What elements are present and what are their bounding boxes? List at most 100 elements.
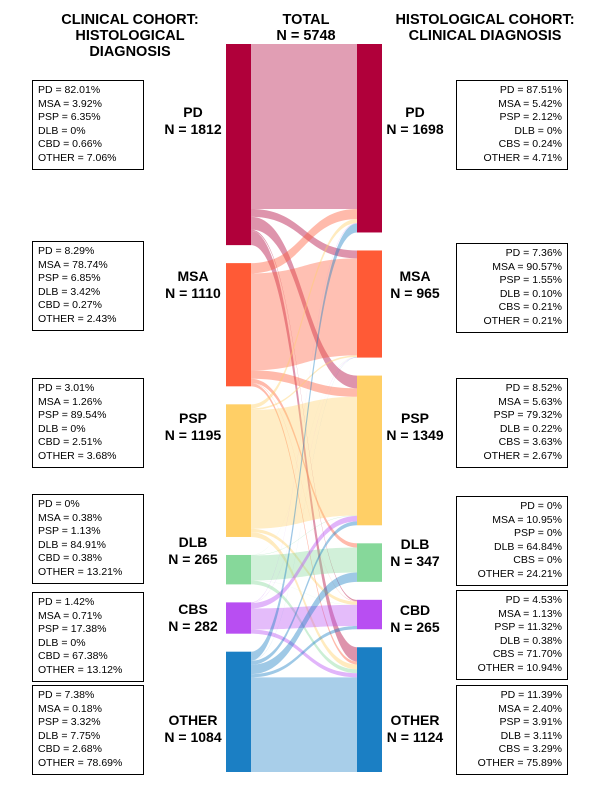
left-node-bar-dlb [226,554,251,585]
total-count: N = 5748 [276,28,336,44]
flow-link-msa-to-psp [251,370,357,397]
box-line: PSP = 79.32% [493,409,562,422]
flow-link-cbs-to-cbd [251,604,357,630]
box-line: MSA = 1.26% [38,395,102,408]
box-line: MSA = 90.57% [492,260,562,273]
right-node-label-pd: PD N = 1698 [370,104,460,138]
box-line: OTHER = 13.21% [38,565,123,578]
box-line: PSP = 3.32% [38,716,101,729]
box-line: MSA = 1.13% [498,607,562,620]
box-line: MSA = 3.92% [38,97,102,110]
box-line: CBS = 3.63% [498,436,562,449]
right-node-bar-other [357,647,382,772]
box-line: OTHER = 2.67% [483,449,563,462]
box-line: MSA = 0.18% [38,702,102,715]
flow-link-dlb-to-dlb [251,547,357,581]
box-line: PSP = 6.85% [38,272,101,285]
box-line: OTHER = 10.94% [477,661,562,674]
right-box-msa: PD = 7.36% MSA = 90.57% PSP = 1.55% DLB … [456,243,568,333]
left-box-msa: PD = 8.29% MSA = 78.74% PSP = 6.85% DLB … [32,241,144,331]
left-node-label-msa: MSA N = 1110 [148,268,238,302]
left-node-bar-psp [226,404,251,537]
right-node-bar-msa [357,250,382,358]
box-line: PSP = 11.32% [494,621,562,634]
box-line: OTHER = 75.89% [477,756,562,769]
flow-link-msa-to-dlb [251,378,357,548]
node-name: PD [405,104,425,120]
flow-link-pd-to-other [251,230,357,662]
node-count: N = 265 [390,619,440,635]
box-line: CBD = 0.38% [38,552,102,565]
box-line: CBD = 0.66% [38,138,102,151]
left-box-other: PD = 7.38% MSA = 0.18% PSP = 3.32% DLB =… [32,685,144,775]
right-box-cbd: PD = 4.53% MSA = 1.13% PSP = 11.32% DLB … [456,590,568,680]
left-node-bar-msa [226,263,251,387]
box-line: CBS = 0% [513,554,562,567]
box-line: OTHER = 13.12% [38,663,123,676]
box-line: PD = 0% [38,498,80,510]
box-line: CBD = 2.68% [38,743,102,756]
flow-link-cbs-to-msa [251,357,357,604]
node-name: PD [183,104,203,120]
box-line: DLB = 64.84% [493,540,562,553]
left-header: CLINICAL COHORT: HISTOLOGICAL DIAGNOSIS [40,12,220,60]
left-header-line-2: HISTOLOGICAL DIAGNOSIS [75,28,185,60]
box-line: PSP = 1.13% [38,525,101,538]
flow-link-dlb-to-msa [251,357,357,556]
right-box-pd: PD = 87.51% MSA = 5.42% PSP = 2.12% DLB … [456,80,568,170]
flow-link-other-to-psp [251,521,357,665]
box-line: DLB = 84.91% [38,538,107,551]
box-line: CBS = 0.21% [498,301,562,314]
flow-link-psp-to-other [251,532,357,670]
flow-link-psp-to-msa [251,355,357,410]
box-line: PSP = 3.91% [499,716,562,729]
right-node-bar-dlb [357,543,382,582]
left-node-label-cbs: CBS N = 282 [148,601,238,635]
box-line: DLB = 0.10% [499,287,562,300]
box-line: OTHER = 78.69% [38,756,123,769]
box-line: PD = 8.29% [38,245,95,257]
flow-link-psp-to-cbd [251,528,357,605]
box-line: MSA = 2.40% [498,702,562,715]
box-line: PD = 8.52% [505,382,562,394]
right-box-other: PD = 11.39% MSA = 2.40% PSP = 3.91% DLB … [456,685,568,775]
box-line: MSA = 10.95% [492,513,562,526]
node-name: PSP [400,410,429,426]
left-node-label-dlb: DLB N = 265 [148,534,238,568]
box-line: PD = 1.42% [38,596,95,608]
box-line: CBS = 3.29% [498,743,562,756]
box-line: PD = 0% [520,500,562,512]
flow-link-msa-to-cbd [251,382,357,602]
left-node-bar-pd [226,44,251,246]
flow-link-psp-to-psp [251,396,357,529]
box-line: CBD = 67.38% [38,650,108,663]
left-header-line-1: CLINICAL COHORT: [61,12,199,28]
box-line: MSA = 0.38% [38,511,102,524]
left-node-label-psp: PSP N = 1195 [148,410,238,444]
left-node-bar-cbs [226,602,251,634]
box-line: MSA = 0.71% [38,609,102,622]
box-line: PD = 87.51% [499,84,562,96]
box-line: PSP = 6.35% [38,111,101,124]
box-line: PD = 82.01% [38,84,101,96]
flow-link-other-to-other [251,677,357,772]
right-box-psp: PD = 8.52% MSA = 5.63% PSP = 79.32% DLB … [456,378,568,468]
flow-link-psp-to-pd [251,219,357,409]
flow-link-cbs-to-pd [251,223,357,603]
flow-link-pd-to-msa [251,208,357,259]
left-node-label-pd: PD N = 1812 [148,104,238,138]
node-name: CBD [399,602,431,618]
flow-link-pd-to-psp [251,216,357,389]
left-box-dlb: PD = 0% MSA = 0.38% PSP = 1.13% DLB = 84… [32,494,144,584]
box-line: DLB = 0.38% [499,634,562,647]
box-line: PSP = 17.38% [38,623,107,636]
box-line: OTHER = 2.43% [38,312,117,325]
box-line: PD = 3.01% [38,382,95,394]
node-name: OTHER [390,712,440,728]
right-header: HISTOLOGICAL COHORT: CLINICAL DIAGNOSIS [380,12,590,44]
box-line: DLB = 3.11% [500,729,562,742]
box-line: OTHER = 7.06% [38,151,117,164]
flow-link-msa-to-pd [251,208,357,274]
box-line: OTHER = 0.21% [483,314,563,327]
center-header: TOTAL N = 5748 [244,12,368,44]
